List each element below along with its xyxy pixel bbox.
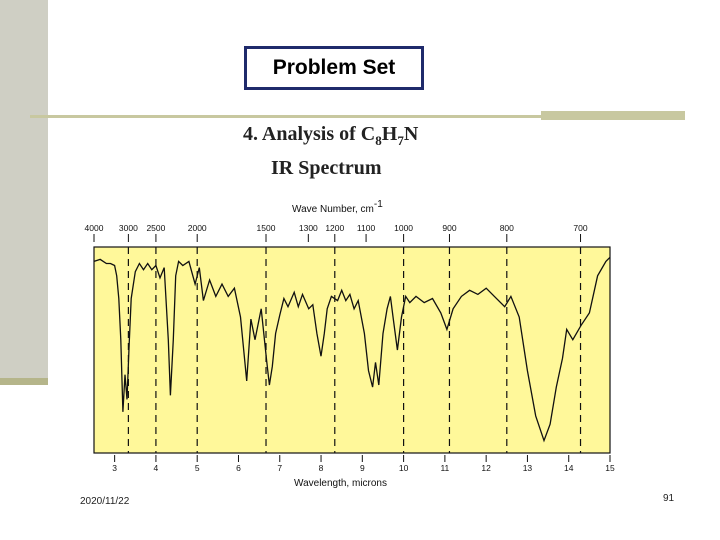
bottom-tick-label-5: 8 — [319, 463, 324, 473]
bottom-tick-label-4: 7 — [277, 463, 282, 473]
bottom-tick-label-1: 4 — [154, 463, 159, 473]
title-rule-accent — [541, 111, 685, 120]
left-decor-strip — [0, 378, 48, 385]
top-tick-label-5: 1300 — [299, 223, 318, 233]
top-tick-label-9: 900 — [442, 223, 456, 233]
slide-title: Problem Set — [244, 46, 424, 90]
bottom-tick-label-10: 13 — [523, 463, 533, 473]
chart-frame-ticks — [93, 234, 611, 462]
bottom-tick-label-3: 6 — [236, 463, 241, 473]
spectrum-line — [93, 256, 611, 443]
top-tick-label-8: 1000 — [394, 223, 413, 233]
title-rule — [30, 115, 685, 118]
bottom-tick-label-7: 10 — [399, 463, 409, 473]
subtitle-nitrogen: N — [403, 123, 419, 145]
subscript-carbon: 8 — [375, 133, 382, 148]
bottom-tick-label-11: 14 — [564, 463, 574, 473]
bottom-tick-label-9: 12 — [481, 463, 491, 473]
top-tick-label-10: 800 — [500, 223, 514, 233]
subscript-hydrogen: 7 — [397, 133, 404, 148]
subtitle-hydrogen: H — [381, 123, 398, 145]
bottom-tick-label-2: 5 — [195, 463, 200, 473]
chart-panel — [93, 246, 611, 454]
page-number: 91 — [663, 493, 675, 504]
top-axis-title-superscript: -1 — [374, 199, 383, 210]
top-tick-label-1: 3000 — [119, 223, 138, 233]
bottom-tick-label-0: 3 — [112, 463, 117, 473]
bottom-axis-tick-labels: 3 4 5 6 7 8 9 10 11 12 13 14 15 — [112, 463, 615, 473]
top-axis-title-text: Wave Number, cm — [292, 204, 374, 215]
top-axis-title: Wave Number, cm-1 — [292, 199, 383, 215]
bottom-tick-label-8: 11 — [440, 463, 449, 473]
top-axis-tick-labels: 4000 3000 2500 2000 1500 1300 1200 1100 1000 900 8… — [85, 223, 588, 233]
top-tick-label-0: 4000 — [85, 223, 104, 233]
top-tick-label-7: 1100 — [357, 223, 376, 233]
top-tick-label-3: 2000 — [188, 223, 207, 233]
top-tick-label-4: 1500 — [257, 223, 276, 233]
footer-date: 2020/11/22 — [80, 496, 130, 507]
bottom-tick-label-12: 15 — [605, 463, 615, 473]
top-tick-label-2: 2500 — [146, 223, 165, 233]
subtitle-prefix: 4. Analysis of C — [243, 123, 376, 145]
left-decor-bar — [0, 0, 48, 383]
slide-subtitle-2: IR Spectrum — [271, 157, 382, 179]
top-tick-label-6: 1200 — [325, 223, 344, 233]
slide-subtitle: 4. Analysis of C8H7N — [243, 123, 418, 149]
bottom-axis-title: Wavelength, microns — [294, 478, 387, 489]
top-tick-label-11: 700 — [573, 223, 587, 233]
bottom-tick-label-6: 9 — [360, 463, 365, 473]
